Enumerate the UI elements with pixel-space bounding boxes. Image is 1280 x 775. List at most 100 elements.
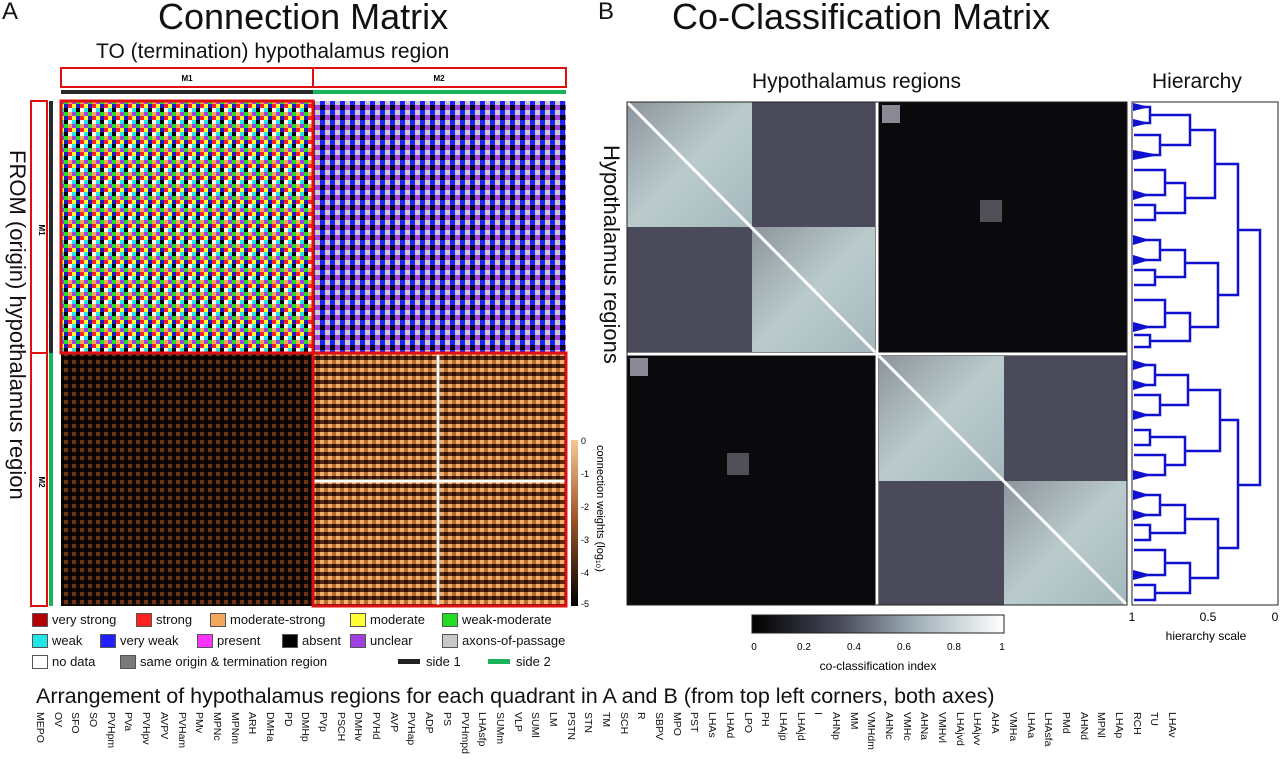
coclass-small-block <box>980 200 1002 222</box>
legend-a: very strong strong moderate-strong moder… <box>32 612 592 674</box>
region-label: PVHd <box>370 712 383 740</box>
region-label: MPO <box>670 712 683 736</box>
dendrogram-lines <box>1134 105 1262 602</box>
region-label: VMHa <box>1006 712 1019 742</box>
legend-item: very strong <box>32 612 116 627</box>
region-label: AVP <box>387 712 400 733</box>
svg-text:0.6: 0.6 <box>897 642 911 653</box>
legend-item: weak <box>32 633 82 648</box>
matrix-quadrant-m1-m1 <box>61 101 313 353</box>
legend-item: strong <box>136 612 192 627</box>
region-label: LHAjvd <box>953 712 966 746</box>
region-label: PS <box>440 712 453 727</box>
region-label: LHAsfa <box>1042 712 1055 747</box>
region-label: AHA <box>989 712 1002 734</box>
svg-text:-3: -3 <box>581 535 589 545</box>
left-side-bar-m1 <box>49 101 53 353</box>
region-label: LHAsfp <box>476 712 489 747</box>
legend-swatch <box>282 633 298 648</box>
legend-item: same origin & termination region <box>120 654 327 669</box>
region-label: DMHp <box>299 712 312 742</box>
region-label: ADP <box>423 712 436 734</box>
region-label: TU <box>1148 712 1161 726</box>
region-label: PST <box>688 712 701 733</box>
highlight-box-m1 <box>59 99 315 355</box>
svg-text:-4: -4 <box>581 568 589 578</box>
colorbar-a-ticks: 0 -1 -2 -3 -4 -5 <box>581 436 589 609</box>
region-label: RCH <box>1130 712 1143 735</box>
region-label: VMHvl <box>936 712 949 743</box>
region-label: OV <box>51 712 64 728</box>
top-group-box-m2 <box>312 67 567 88</box>
region-label: SUMm <box>493 712 506 745</box>
region-label: R <box>635 712 648 720</box>
legend-swatch <box>210 612 226 627</box>
coclass-frame <box>626 101 1128 606</box>
region-label: PH <box>759 712 772 727</box>
side-1-line <box>398 659 420 664</box>
legend-side-2: side 2 <box>488 654 551 669</box>
top-side-bar-m2 <box>313 90 566 94</box>
coclass-block <box>627 227 752 352</box>
region-label: PVp <box>317 712 329 732</box>
region-label: AHNp <box>829 712 842 741</box>
region-label: SFO <box>69 712 82 734</box>
svg-text:0.8: 0.8 <box>947 642 961 653</box>
legend-swatch <box>32 612 48 627</box>
region-label: LM <box>546 712 559 727</box>
svg-text:0.5: 0.5 <box>1200 610 1217 624</box>
region-label: SCH <box>617 712 630 735</box>
top-side-bar-m1 <box>61 90 313 94</box>
legend-item: unclear <box>350 633 413 648</box>
panel-a-top-label: TO (termination) hypothalamus region <box>96 40 450 63</box>
svg-text:-2: -2 <box>581 502 589 512</box>
region-label: PVa <box>122 712 135 732</box>
legend-item: axons-of-passage <box>442 633 565 648</box>
region-label: PVHpv <box>140 712 153 745</box>
region-label: SO <box>87 712 100 728</box>
region-label: PSCH <box>334 712 347 742</box>
legend-item: present <box>197 633 260 648</box>
svg-text:1: 1 <box>1129 610 1136 624</box>
svg-text:0: 0 <box>751 642 757 653</box>
svg-text:-5: -5 <box>581 599 589 609</box>
coclass-block <box>752 102 875 227</box>
coclass-small-block <box>727 453 749 475</box>
legend-swatch <box>32 633 48 648</box>
legend-swatch <box>197 633 213 648</box>
region-label: VMHc <box>900 712 913 741</box>
panel-a-letter: A <box>2 0 19 25</box>
svg-text:0.4: 0.4 <box>847 642 861 653</box>
region-label: AVPV <box>157 712 170 740</box>
connection-matrix-figure: M1 M2 M1 M2 0 -1 -2 -3 -4 -5 connection … <box>30 67 606 609</box>
region-label: AHNd <box>1077 712 1090 741</box>
svg-text:-1: -1 <box>581 469 589 479</box>
legend-swatch <box>442 612 458 627</box>
colorbar-b-ticks: 0 0.2 0.4 0.6 0.8 1 <box>751 642 1005 653</box>
panel-a-title: Connection Matrix <box>158 0 449 37</box>
region-label: PMv <box>193 712 206 733</box>
region-label: MEPO <box>34 712 46 743</box>
legend-item: moderate-strong <box>210 612 325 627</box>
region-label: AHNa <box>918 712 931 741</box>
panel-b-letter: B <box>598 0 615 25</box>
region-label: PVHam <box>175 712 188 749</box>
coclass-small-block <box>882 105 900 123</box>
left-group-label-m1: M1 <box>37 224 46 236</box>
region-label: DMHv <box>352 712 365 742</box>
region-label: MPNc <box>210 712 223 741</box>
region-label: PVHmpd <box>458 712 471 755</box>
bottom-caption: Arrangement of hypothalamus regions for … <box>36 684 995 708</box>
region-label: STN <box>582 712 595 733</box>
region-label: MPNl <box>1095 712 1108 738</box>
legend-item: very weak <box>100 633 179 648</box>
legend-item: absent <box>282 633 341 648</box>
svg-text:1: 1 <box>999 642 1005 653</box>
region-label: PD <box>281 712 294 727</box>
coclassification-figure: 1 0.5 0 hierarchy scale 0 0.2 0.4 0.6 0.… <box>625 100 1279 673</box>
colorbar-b <box>751 614 1005 634</box>
region-label-row: MEPO OV SFO SO PVHpm PVa PVHpv AVPV PVHam PMv MPNc… <box>0 712 1280 775</box>
legend-item: no data <box>32 654 95 669</box>
region-label: LHAjp <box>776 712 789 741</box>
coclass-block <box>1004 356 1127 481</box>
